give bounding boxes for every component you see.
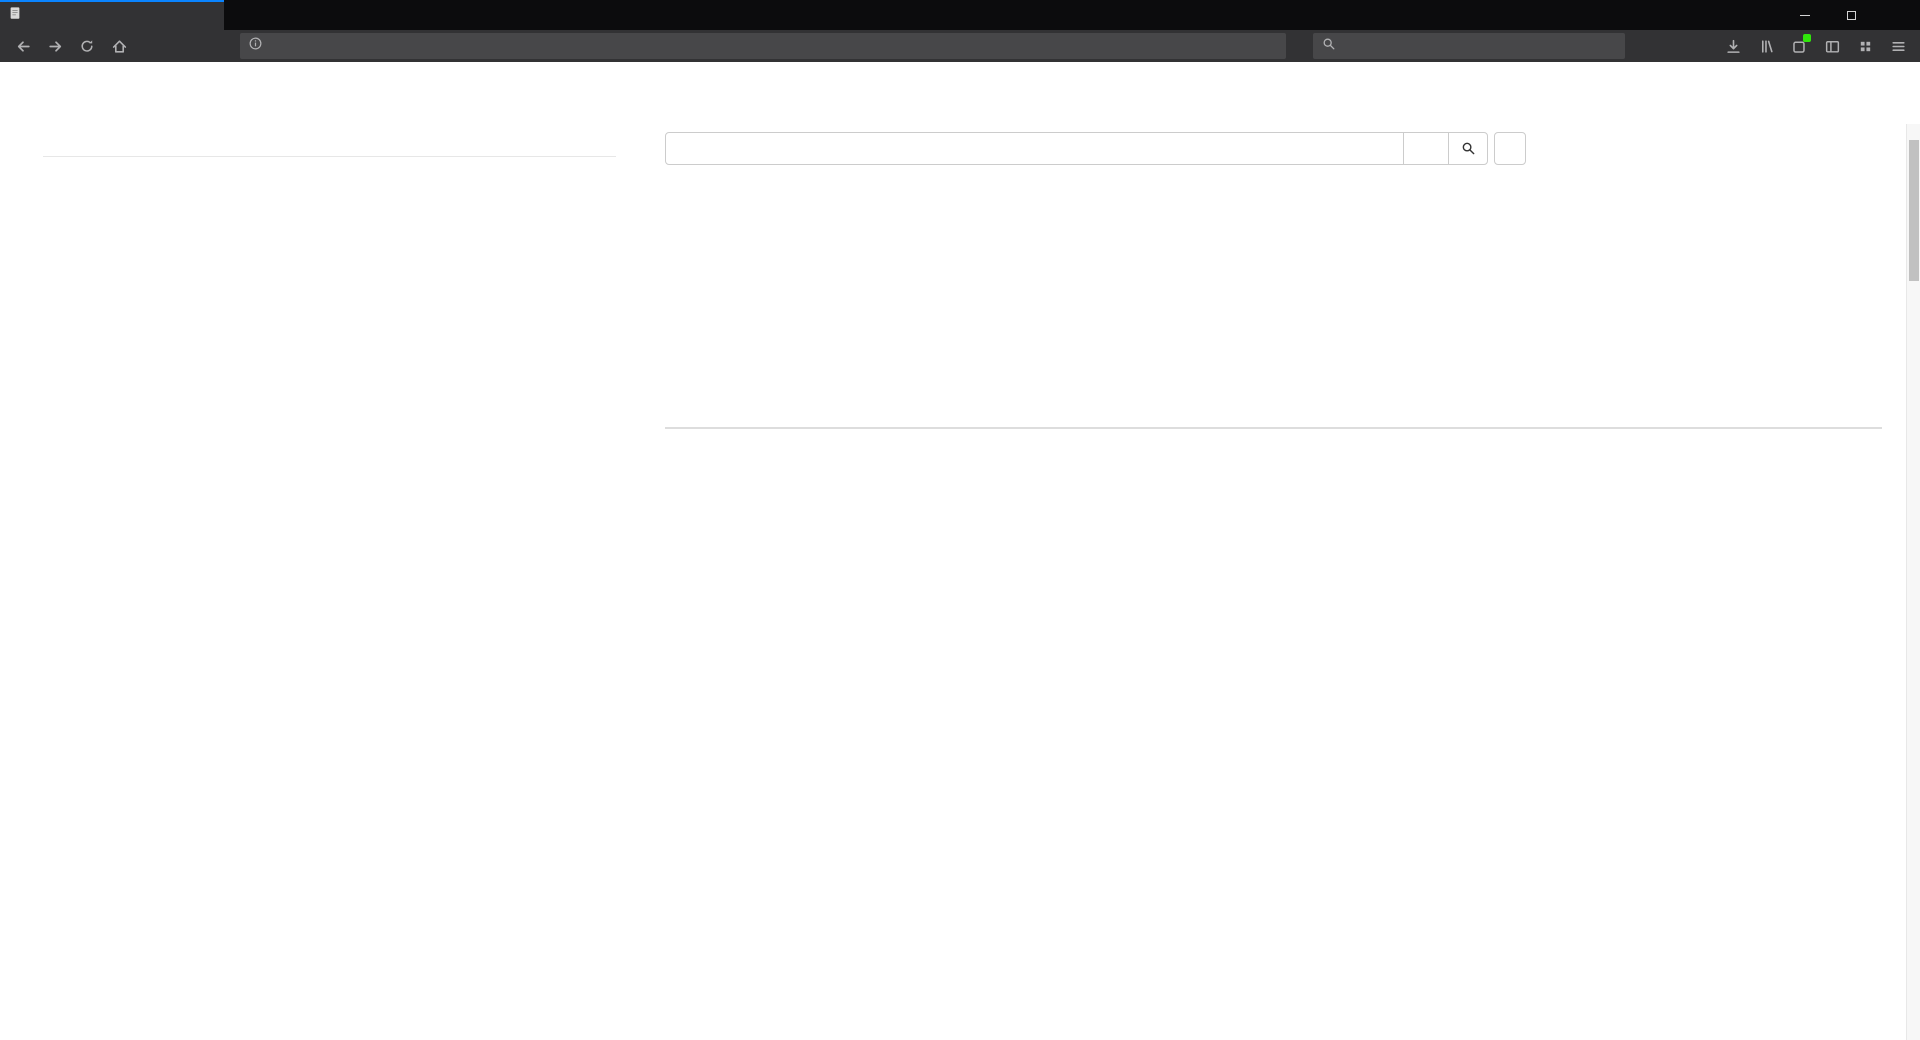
clear-search-button[interactable] — [1403, 132, 1449, 165]
apps-grid-icon[interactable] — [1853, 33, 1877, 59]
extension-badge — [1803, 34, 1811, 42]
menu-icon[interactable] — [1886, 33, 1910, 59]
column-header-account[interactable] — [1206, 417, 1506, 429]
column-header-description[interactable] — [825, 417, 1206, 429]
sidebar-toggle-icon[interactable] — [1820, 33, 1844, 59]
search-form — [665, 132, 1526, 165]
new-tab-button[interactable] — [232, 0, 262, 30]
register-header-row — [665, 417, 1882, 429]
column-header-period-total[interactable] — [1695, 417, 1882, 429]
home-button[interactable] — [104, 32, 134, 60]
scroll-up-icon[interactable] — [1907, 124, 1920, 137]
restore-icon — [1846, 10, 1856, 20]
forward-button[interactable] — [40, 32, 70, 60]
browser-nav-bar — [0, 30, 1920, 62]
back-button[interactable] — [8, 32, 38, 60]
search-submit-button[interactable] — [1448, 132, 1488, 165]
scrollbar-thumb[interactable] — [1909, 140, 1919, 281]
scrollbar[interactable] — [1906, 124, 1920, 1040]
browser-tab-bar — [0, 0, 1920, 30]
url-bar[interactable] — [240, 33, 1286, 59]
extension-icon[interactable] — [1787, 33, 1811, 59]
tab-favicon-icon — [8, 6, 22, 25]
minimize-icon — [1800, 14, 1810, 16]
window-restore-button[interactable] — [1828, 0, 1874, 30]
site-info-icon[interactable] — [248, 36, 263, 56]
browser-search-bar[interactable] — [1313, 33, 1625, 59]
sidebar-journal-row — [43, 132, 616, 157]
browser-tab[interactable] — [0, 0, 224, 30]
window-controls — [1782, 0, 1920, 30]
register-table — [665, 417, 1882, 429]
library-icon[interactable] — [1754, 33, 1778, 59]
help-button[interactable] — [1494, 132, 1526, 165]
column-header-date[interactable] — [665, 417, 825, 429]
column-header-amount[interactable] — [1506, 417, 1695, 429]
search-icon — [1322, 37, 1336, 56]
toolbar-icons — [1721, 32, 1910, 60]
period-total-chart — [665, 252, 1882, 404]
sidebar — [43, 132, 616, 157]
query-input[interactable] — [665, 132, 1404, 165]
page-content — [0, 62, 1920, 1040]
window-close-button[interactable] — [1874, 0, 1920, 30]
downloads-icon[interactable] — [1721, 33, 1745, 59]
window-minimize-button[interactable] — [1782, 0, 1828, 30]
reload-button[interactable] — [72, 32, 102, 60]
